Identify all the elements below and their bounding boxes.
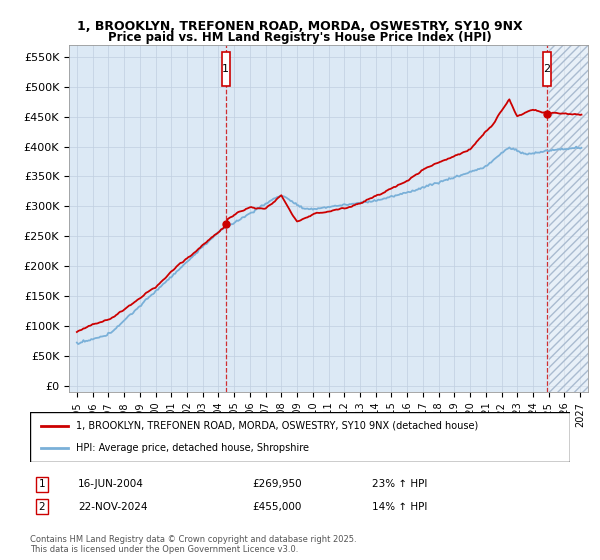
Bar (548, 45, 588, 392)
Text: Contains HM Land Registry data © Crown copyright and database right 2025.
This d: Contains HM Land Registry data © Crown c… (30, 535, 356, 554)
Text: 22-NOV-2024: 22-NOV-2024 (78, 502, 148, 512)
Text: 2: 2 (38, 502, 46, 512)
Text: £455,000: £455,000 (252, 502, 301, 512)
Text: Price paid vs. HM Land Registry's House Price Index (HPI): Price paid vs. HM Land Registry's House … (108, 31, 492, 44)
Bar (548, 45, 588, 392)
Text: 1, BROOKLYN, TREFONEN ROAD, MORDA, OSWESTRY, SY10 9NX (detached house): 1, BROOKLYN, TREFONEN ROAD, MORDA, OSWES… (76, 421, 478, 431)
Text: HPI: Average price, detached house, Shropshire: HPI: Average price, detached house, Shro… (76, 443, 309, 453)
Text: 14% ↑ HPI: 14% ↑ HPI (372, 502, 427, 512)
Text: 1: 1 (38, 479, 46, 489)
Text: 2: 2 (544, 64, 551, 74)
FancyBboxPatch shape (222, 52, 230, 86)
FancyBboxPatch shape (30, 412, 570, 462)
Text: £269,950: £269,950 (252, 479, 302, 489)
Text: 16-JUN-2004: 16-JUN-2004 (78, 479, 144, 489)
FancyBboxPatch shape (543, 52, 551, 86)
Text: 23% ↑ HPI: 23% ↑ HPI (372, 479, 427, 489)
Text: 1, BROOKLYN, TREFONEN ROAD, MORDA, OSWESTRY, SY10 9NX: 1, BROOKLYN, TREFONEN ROAD, MORDA, OSWES… (77, 20, 523, 32)
Text: 1: 1 (222, 64, 229, 74)
